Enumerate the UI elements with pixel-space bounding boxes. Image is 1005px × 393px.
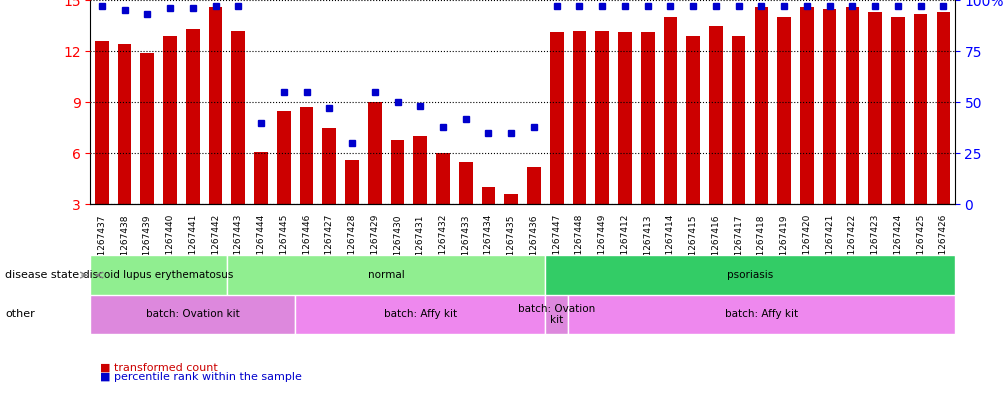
- Bar: [186, 29, 200, 204]
- FancyBboxPatch shape: [90, 255, 227, 295]
- Bar: [777, 17, 791, 204]
- Bar: [891, 17, 905, 204]
- Bar: [436, 153, 450, 204]
- FancyBboxPatch shape: [546, 255, 955, 295]
- Text: psoriasis: psoriasis: [727, 270, 773, 280]
- FancyBboxPatch shape: [227, 255, 546, 295]
- FancyBboxPatch shape: [568, 295, 955, 334]
- Text: ■ percentile rank within the sample: ■ percentile rank within the sample: [100, 372, 303, 382]
- Bar: [573, 31, 586, 204]
- Bar: [459, 162, 472, 204]
- Bar: [800, 7, 814, 204]
- Bar: [641, 32, 654, 204]
- Text: normal: normal: [368, 270, 404, 280]
- Text: batch: Ovation
kit: batch: Ovation kit: [519, 304, 595, 325]
- Bar: [595, 31, 609, 204]
- Bar: [732, 36, 746, 204]
- Bar: [118, 44, 132, 204]
- Bar: [937, 12, 950, 204]
- Text: batch: Affy kit: batch: Affy kit: [725, 309, 798, 320]
- Bar: [710, 26, 723, 204]
- Text: batch: Ovation kit: batch: Ovation kit: [146, 309, 239, 320]
- Bar: [299, 107, 314, 204]
- Text: ■ transformed count: ■ transformed count: [100, 362, 218, 373]
- Bar: [323, 128, 336, 204]
- Bar: [141, 53, 154, 204]
- Bar: [277, 111, 290, 204]
- Bar: [914, 14, 928, 204]
- Bar: [209, 7, 222, 204]
- Bar: [481, 187, 495, 204]
- Bar: [413, 136, 427, 204]
- Bar: [254, 152, 268, 204]
- Bar: [345, 160, 359, 204]
- Bar: [663, 17, 677, 204]
- Text: discoid lupus erythematosus: discoid lupus erythematosus: [83, 270, 234, 280]
- Bar: [231, 31, 245, 204]
- Bar: [95, 41, 109, 204]
- Bar: [528, 167, 541, 204]
- Bar: [163, 36, 177, 204]
- Text: batch: Affy kit: batch: Affy kit: [384, 309, 457, 320]
- Bar: [505, 194, 518, 204]
- Text: other: other: [5, 309, 35, 320]
- FancyBboxPatch shape: [546, 295, 568, 334]
- Bar: [823, 9, 836, 204]
- Bar: [618, 32, 632, 204]
- Bar: [755, 7, 768, 204]
- Bar: [550, 32, 564, 204]
- FancyBboxPatch shape: [295, 295, 546, 334]
- Bar: [845, 7, 859, 204]
- Bar: [686, 36, 700, 204]
- FancyBboxPatch shape: [90, 295, 295, 334]
- Text: disease state: disease state: [5, 270, 79, 280]
- Bar: [368, 102, 382, 204]
- Bar: [391, 140, 404, 204]
- Bar: [868, 12, 882, 204]
